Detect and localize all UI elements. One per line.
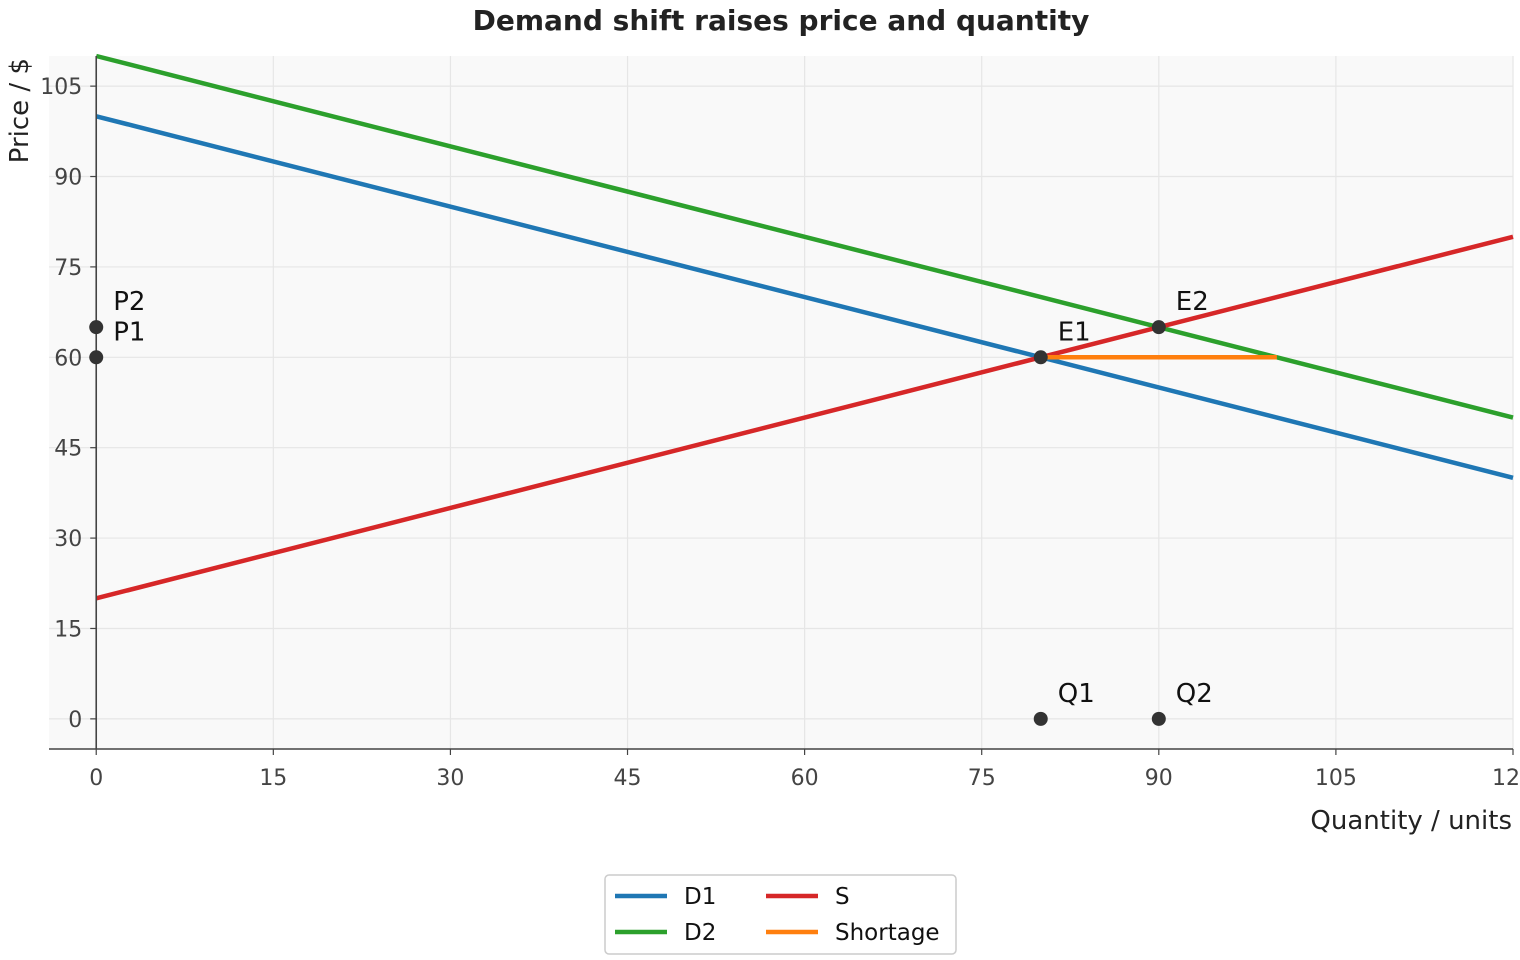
point-e1 <box>1033 350 1048 365</box>
x-tick-label: 75 <box>968 766 996 791</box>
point-p2 <box>89 320 104 335</box>
x-tick-label: 30 <box>436 766 464 791</box>
grid-lines <box>49 56 1514 749</box>
point-label-e2: E2 <box>1176 287 1209 317</box>
plot-area <box>49 56 1513 749</box>
legend-label-d1: D1 <box>684 884 716 910</box>
y-tick-label: 105 <box>40 75 82 100</box>
point-q1 <box>1033 711 1048 726</box>
y-tick-label: 90 <box>54 166 82 191</box>
x-axis-label: Quantity / units <box>1310 806 1512 836</box>
point-p1 <box>89 350 104 365</box>
y-axis-label: Price / $ <box>5 58 35 163</box>
point-e2 <box>1151 320 1166 335</box>
y-tick-label: 45 <box>54 437 82 462</box>
point-label-p2: P2 <box>113 287 145 317</box>
y-tick-label: 60 <box>54 346 82 371</box>
chart-title: Demand shift raises price and quantity <box>473 4 1090 37</box>
series-line-d1 <box>95 114 1514 481</box>
x-tick-label: 15 <box>259 766 287 791</box>
series-lines <box>95 53 1514 601</box>
x-tick-label: 105 <box>1315 766 1357 791</box>
x-tick-label: 120 <box>1492 766 1520 791</box>
y-tick-label: 0 <box>68 708 82 733</box>
x-tick-label: 0 <box>89 766 103 791</box>
point-q2 <box>1151 711 1166 726</box>
point-label-q2: Q2 <box>1176 679 1213 709</box>
legend-label-d2: D2 <box>684 920 716 946</box>
series-line-s <box>95 234 1514 601</box>
x-tick-label: 45 <box>614 766 642 791</box>
y-tick-label: 30 <box>54 527 82 552</box>
point-label-e1: E1 <box>1058 317 1091 347</box>
legend-label-s: S <box>835 884 850 910</box>
legend-label-shortage: Shortage <box>835 920 940 946</box>
y-tick-label: 15 <box>54 617 82 642</box>
axes <box>49 56 1513 750</box>
point-label-p1: P1 <box>113 317 145 347</box>
legend-box <box>604 874 957 955</box>
legend: D1 D2 S Shortage <box>604 874 957 955</box>
x-tick-label: 90 <box>1145 766 1173 791</box>
x-tick-label: 60 <box>791 766 819 791</box>
point-label-q1: Q1 <box>1058 679 1095 709</box>
y-tick-label: 75 <box>54 256 82 281</box>
tick-labels: 0 15 30 45 60 75 90 105 120 0 15 30 45 60 75 90 105 <box>40 75 1520 791</box>
